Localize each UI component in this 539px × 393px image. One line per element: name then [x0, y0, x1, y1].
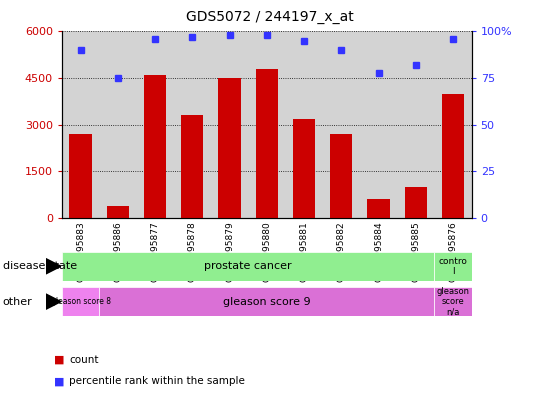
Text: ■: ■: [54, 376, 64, 386]
Text: gleason score 8: gleason score 8: [51, 297, 110, 306]
Bar: [62, 287, 99, 316]
Text: contro
l: contro l: [439, 257, 467, 276]
Polygon shape: [46, 294, 61, 309]
Text: gleason
score
n/a: gleason score n/a: [437, 287, 469, 316]
Bar: [293, 119, 315, 218]
Bar: [405, 187, 427, 218]
Bar: [330, 134, 353, 218]
Text: count: count: [69, 354, 99, 365]
Text: prostate cancer: prostate cancer: [204, 261, 292, 271]
Polygon shape: [46, 259, 61, 274]
Text: gleason score 9: gleason score 9: [223, 297, 310, 307]
Bar: [70, 134, 92, 218]
Bar: [255, 69, 278, 218]
Bar: [99, 287, 434, 316]
Text: other: other: [3, 297, 32, 307]
Text: ■: ■: [54, 354, 64, 365]
Bar: [181, 116, 204, 218]
Bar: [218, 78, 241, 218]
Bar: [368, 200, 390, 218]
Bar: [434, 252, 472, 281]
Text: disease state: disease state: [3, 261, 77, 271]
Text: GDS5072 / 244197_x_at: GDS5072 / 244197_x_at: [185, 10, 354, 24]
Bar: [107, 206, 129, 218]
Bar: [144, 75, 166, 218]
Bar: [442, 94, 464, 218]
Bar: [434, 287, 472, 316]
Text: percentile rank within the sample: percentile rank within the sample: [69, 376, 245, 386]
